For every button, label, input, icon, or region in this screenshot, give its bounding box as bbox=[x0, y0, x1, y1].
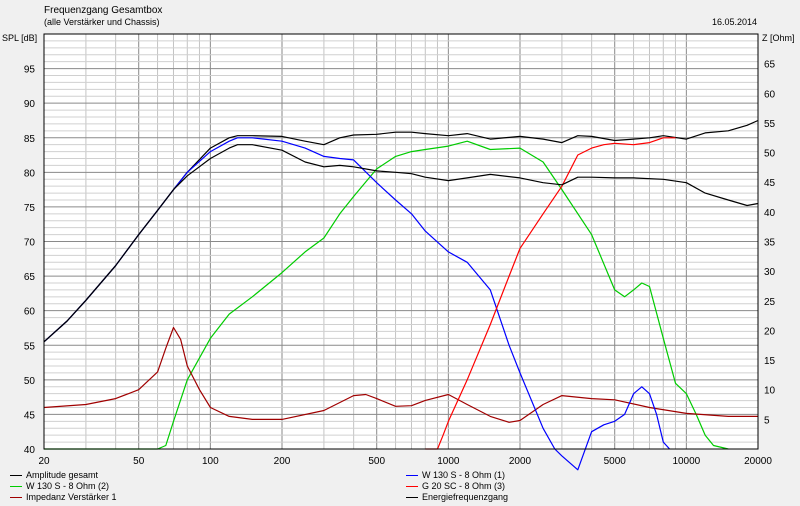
legend-entry: G 20 SC - 8 Ohm (3) bbox=[406, 481, 505, 491]
legend-label: G 20 SC - 8 Ohm (3) bbox=[422, 481, 506, 491]
plot-frame bbox=[43, 33, 759, 450]
y-axis-right-label: Z [Ohm] bbox=[762, 33, 795, 43]
legend-swatch bbox=[406, 475, 418, 477]
y-right-tick-label: 15 bbox=[764, 356, 776, 367]
y-right-tick-label: 40 bbox=[764, 208, 776, 219]
y-left-tick-label: 70 bbox=[24, 238, 36, 249]
chart-title: Frequenzgang Gesamtbox bbox=[44, 5, 162, 16]
y-right-tick-label: 55 bbox=[764, 119, 776, 130]
y-axis-left-label: SPL [dB] bbox=[2, 33, 37, 43]
legend-entry: Energiefrequenzgang bbox=[406, 492, 508, 502]
legend-label: W 130 S - 8 Ohm (2) bbox=[26, 481, 110, 491]
legend-entry: W 130 S - 8 Ohm (1) bbox=[406, 470, 505, 480]
y-right-tick-label: 10 bbox=[764, 386, 776, 397]
x-tick-label: 20 bbox=[38, 456, 50, 467]
y-right-tick-label: 20 bbox=[764, 326, 776, 337]
y-right-tick-label: 5 bbox=[764, 415, 770, 426]
legend-label: Impedanz Verstärker 1 bbox=[26, 492, 117, 502]
legend-label: Amplitude gesamt bbox=[26, 470, 99, 480]
grid bbox=[43, 33, 759, 450]
y-right-tick-label: 30 bbox=[764, 267, 776, 278]
legend-entry: Impedanz Verstärker 1 bbox=[10, 492, 117, 502]
y-left-tick-label: 80 bbox=[24, 168, 36, 179]
chart-subtitle: (alle Verstärker und Chassis) bbox=[44, 17, 160, 27]
y-right-tick-label: 25 bbox=[764, 297, 776, 308]
x-tick-label: 10000 bbox=[672, 456, 700, 467]
legend-swatch bbox=[406, 497, 418, 499]
series-line-3 bbox=[43, 326, 758, 423]
series-line-5 bbox=[425, 137, 676, 450]
y-right-tick-label: 60 bbox=[764, 89, 776, 100]
legend-swatch bbox=[406, 486, 418, 488]
y-right-tick-label: 50 bbox=[764, 149, 776, 160]
legend-swatch bbox=[10, 486, 22, 488]
y-left-tick-label: 60 bbox=[24, 307, 36, 318]
x-tick-label: 20000 bbox=[744, 456, 772, 467]
y-left-tick-label: 90 bbox=[24, 99, 36, 110]
x-tick-label: 2000 bbox=[509, 456, 532, 467]
x-tick-label: 5000 bbox=[604, 456, 627, 467]
legend-label: Energiefrequenzgang bbox=[422, 492, 509, 502]
legend-swatch bbox=[10, 475, 22, 477]
series-line-4 bbox=[43, 137, 671, 471]
y-right-tick-label: 65 bbox=[764, 60, 776, 71]
tick-labels: 20 50 100 200 500 1000 2000 5000 10000 20000 40 45 5… bbox=[24, 60, 776, 467]
x-tick-label: 500 bbox=[368, 456, 385, 467]
x-tick-label: 50 bbox=[133, 456, 145, 467]
legend-entry: Amplitude gesamt bbox=[10, 470, 98, 480]
legend-entry: W 130 S - 8 Ohm (2) bbox=[10, 481, 109, 491]
legend-label: W 130 S - 8 Ohm (1) bbox=[422, 470, 506, 480]
y-right-tick-label: 35 bbox=[764, 238, 776, 249]
x-tick-label: 100 bbox=[202, 456, 219, 467]
x-tick-label: 1000 bbox=[437, 456, 460, 467]
y-left-tick-label: 40 bbox=[24, 445, 36, 456]
y-left-tick-label: 95 bbox=[24, 65, 36, 76]
y-left-tick-label: 65 bbox=[24, 272, 36, 283]
chart-date: 16.05.2014 bbox=[712, 17, 757, 27]
series-layer bbox=[43, 119, 759, 471]
series-line-6 bbox=[43, 144, 759, 343]
y-left-tick-label: 55 bbox=[24, 341, 36, 352]
y-left-tick-label: 75 bbox=[24, 203, 36, 214]
x-tick-label: 200 bbox=[274, 456, 291, 467]
legend-swatch bbox=[10, 497, 22, 499]
y-right-tick-label: 45 bbox=[764, 178, 776, 189]
y-left-tick-label: 50 bbox=[24, 376, 36, 387]
y-left-tick-label: 45 bbox=[24, 410, 36, 421]
series-line-2 bbox=[44, 140, 729, 450]
y-left-tick-label: 85 bbox=[24, 134, 36, 145]
